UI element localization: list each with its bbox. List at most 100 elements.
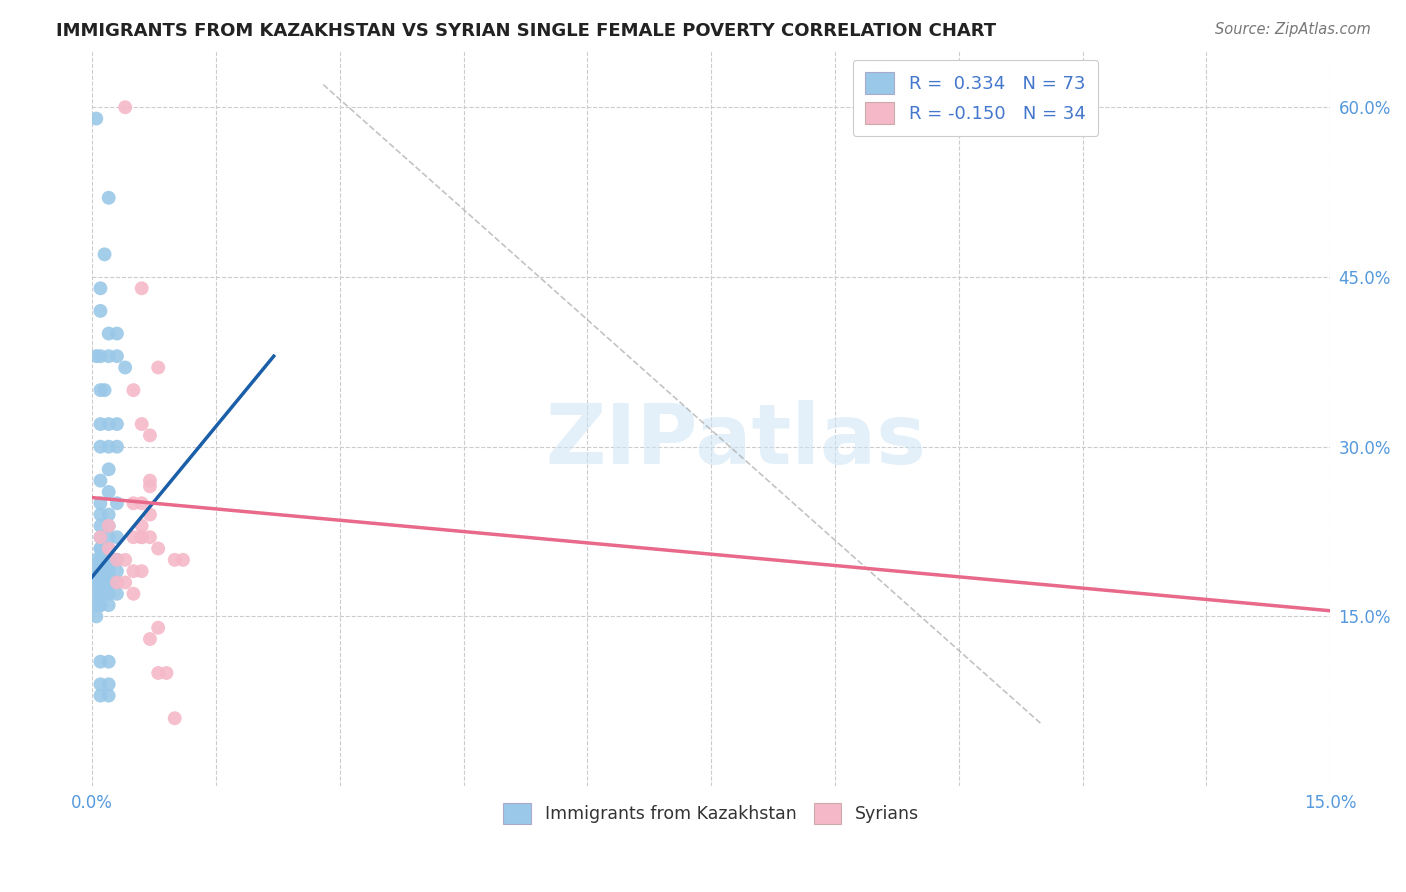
Point xyxy=(89,519,111,533)
Point xyxy=(89,575,111,590)
Point xyxy=(89,575,111,590)
Point xyxy=(97,349,120,363)
Point xyxy=(131,496,153,510)
Point xyxy=(84,349,107,363)
Point xyxy=(148,360,170,375)
Point xyxy=(93,383,115,397)
Point xyxy=(97,519,120,533)
Point xyxy=(131,530,153,544)
Point xyxy=(148,665,170,680)
Point xyxy=(89,541,111,556)
Point xyxy=(131,519,153,533)
Point xyxy=(122,530,145,544)
Point xyxy=(89,496,111,510)
Point xyxy=(105,575,128,590)
Point xyxy=(89,598,111,612)
Point xyxy=(97,530,120,544)
Point xyxy=(89,281,111,295)
Point xyxy=(131,417,153,431)
Point xyxy=(122,496,145,510)
Point xyxy=(97,575,120,590)
Point xyxy=(97,519,120,533)
Point xyxy=(97,191,120,205)
Point xyxy=(105,553,128,567)
Point xyxy=(97,326,120,341)
Point xyxy=(105,326,128,341)
Legend: Immigrants from Kazakhstan, Syrians: Immigrants from Kazakhstan, Syrians xyxy=(491,791,932,837)
Point xyxy=(89,575,111,590)
Point xyxy=(89,564,111,578)
Point xyxy=(97,689,120,703)
Point xyxy=(105,530,128,544)
Point xyxy=(105,440,128,454)
Point xyxy=(114,360,136,375)
Point xyxy=(97,587,120,601)
Point xyxy=(172,553,194,567)
Point xyxy=(89,677,111,691)
Point xyxy=(122,587,145,601)
Text: IMMIGRANTS FROM KAZAKHSTAN VS SYRIAN SINGLE FEMALE POVERTY CORRELATION CHART: IMMIGRANTS FROM KAZAKHSTAN VS SYRIAN SIN… xyxy=(56,22,997,40)
Point xyxy=(84,112,107,126)
Point xyxy=(114,553,136,567)
Point xyxy=(105,553,128,567)
Point xyxy=(89,655,111,669)
Point xyxy=(89,575,111,590)
Point xyxy=(163,711,186,725)
Point xyxy=(97,677,120,691)
Point xyxy=(97,553,120,567)
Point xyxy=(97,575,120,590)
Text: Source: ZipAtlas.com: Source: ZipAtlas.com xyxy=(1215,22,1371,37)
Point xyxy=(97,564,120,578)
Point xyxy=(89,598,111,612)
Point xyxy=(139,508,162,522)
Point xyxy=(89,530,111,544)
Point xyxy=(163,553,186,567)
Point xyxy=(155,665,177,680)
Point xyxy=(131,564,153,578)
Point xyxy=(105,349,128,363)
Point xyxy=(97,541,120,556)
Point xyxy=(89,553,111,567)
Point xyxy=(97,508,120,522)
Point xyxy=(97,587,120,601)
Point xyxy=(97,462,120,476)
Point xyxy=(89,553,111,567)
Point xyxy=(97,575,120,590)
Point xyxy=(84,609,107,624)
Point xyxy=(84,553,107,567)
Point xyxy=(105,564,128,578)
Point xyxy=(89,474,111,488)
Point xyxy=(97,564,120,578)
Text: ZIPatlas: ZIPatlas xyxy=(546,400,927,481)
Point xyxy=(105,417,128,431)
Point xyxy=(89,587,111,601)
Point xyxy=(139,474,162,488)
Point xyxy=(97,564,120,578)
Point xyxy=(97,575,120,590)
Point xyxy=(89,508,111,522)
Point xyxy=(89,383,111,397)
Point xyxy=(97,655,120,669)
Point xyxy=(139,479,162,493)
Point xyxy=(105,575,128,590)
Point xyxy=(139,632,162,646)
Point xyxy=(89,564,111,578)
Point xyxy=(89,564,111,578)
Point xyxy=(89,689,111,703)
Point xyxy=(97,440,120,454)
Point xyxy=(89,440,111,454)
Point xyxy=(105,496,128,510)
Point xyxy=(89,349,111,363)
Point xyxy=(89,304,111,318)
Point xyxy=(93,247,115,261)
Point xyxy=(148,541,170,556)
Point xyxy=(89,417,111,431)
Point xyxy=(105,587,128,601)
Point xyxy=(89,587,111,601)
Point xyxy=(97,541,120,556)
Point xyxy=(97,485,120,500)
Point xyxy=(84,575,107,590)
Point xyxy=(97,417,120,431)
Point xyxy=(131,530,153,544)
Point xyxy=(97,553,120,567)
